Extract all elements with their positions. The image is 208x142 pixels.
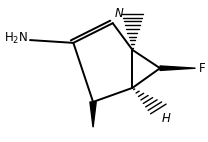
Text: H: H — [162, 112, 171, 125]
Polygon shape — [90, 102, 96, 127]
Text: N: N — [115, 7, 124, 20]
Polygon shape — [160, 66, 196, 70]
Text: $\mathregular{H_2N}$: $\mathregular{H_2N}$ — [4, 31, 28, 46]
Text: F: F — [198, 62, 205, 75]
